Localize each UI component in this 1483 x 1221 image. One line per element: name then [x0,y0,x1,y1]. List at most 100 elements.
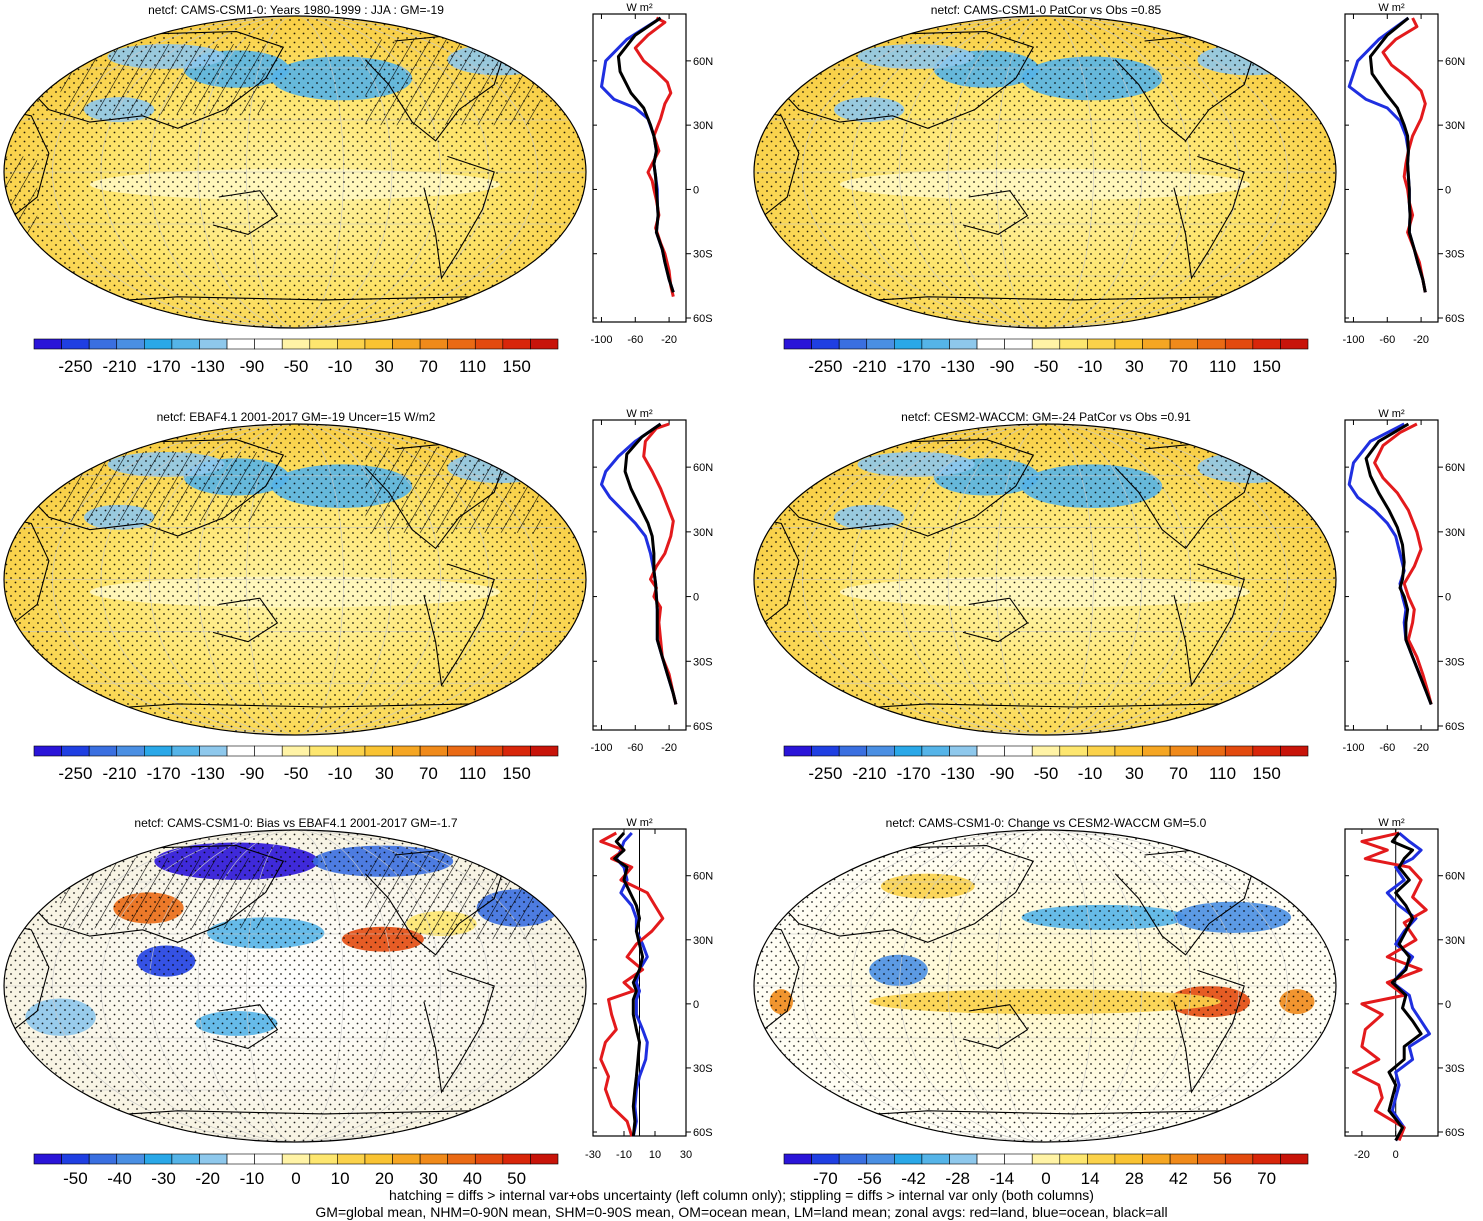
colorbar-swatch [921,338,950,350]
x-tick-label: -10 [616,1149,632,1161]
colorbar-swatch [364,1153,393,1165]
lat-tick-label: 30N [1445,120,1465,132]
colorbar-swatch [1224,338,1254,350]
colorbar-swatch [171,1153,200,1165]
lat-tick-label: 30N [693,120,713,132]
x-tick-label: -60 [1379,742,1395,754]
colorbar-swatch [1197,745,1226,757]
lat-tick-label: 30N [1445,527,1465,539]
panel-2: netcf: CAMS-CSM1-0 PatCor vs Obs =0.85 -2… [753,2,1465,376]
land-zonal-line [1352,831,1428,1142]
colorbar-tick-label: -170 [897,764,931,783]
x-tick-label: 30 [680,1149,692,1161]
colorbar-swatch [88,1153,118,1165]
colorbar-tick-label: -170 [147,764,181,783]
lat-tick-label: 30S [693,249,713,261]
colorbar-swatch [894,1153,923,1165]
coastline [19,31,285,129]
colorbar-tick-label: -90 [990,357,1015,376]
all-zonal-line [623,422,678,705]
colorbar-tick-label: -250 [808,357,842,376]
colorbar-swatch [1169,745,1198,757]
colorbar-swatch [811,338,840,350]
land-zonal-line [599,831,665,1137]
lat-tick-label: 60S [693,313,713,325]
colorbar-swatch [838,338,868,350]
x-tick-label: -20 [1413,742,1429,754]
colorbar-swatch [474,745,504,757]
zonal-unit-label: W m² [626,2,653,14]
colorbar-swatch [783,338,812,350]
coastline [769,439,1035,537]
colorbar-tick-label: -50 [1034,764,1059,783]
colorbar-swatch [1280,338,1309,350]
colorbar-swatch [838,745,868,757]
hatching [365,853,542,940]
colorbar-swatch [281,338,311,350]
colorbar-swatch [1280,745,1309,757]
colorbar-tick-label: -70 [813,1169,838,1188]
world-map [4,16,586,328]
colorbar-swatch [226,1153,255,1165]
colorbar-tick-label: 14 [1081,1169,1100,1188]
world-map [754,830,1336,1142]
colorbar-swatch [309,338,338,350]
colorbar-swatch [337,1153,366,1165]
colorbar: -250 -210 -170 -130 -90 -50 -10 30 70 110 150 [783,745,1309,783]
coastline [962,190,1029,235]
colorbar-tick-label: 10 [331,1169,350,1188]
colorbar-swatch [116,338,145,350]
x-tick-label: -30 [585,1149,601,1161]
world-map [4,830,586,1142]
colorbar-swatch [894,745,923,757]
lat-tick-label: 30N [693,935,713,947]
coastline [423,563,495,687]
colorbar-swatch [530,1153,559,1165]
world-map [754,16,1336,328]
colorbar-swatch [144,338,173,350]
zonal-unit-label: W m² [1378,408,1405,420]
footer-note-1: hatching = diffs > internal var+obs unce… [389,1187,1094,1203]
colorbar: -50 -40 -30 -20 -10 0 10 20 30 40 50 [33,1153,559,1188]
all-zonal-line [1387,832,1423,1142]
colorbar-swatch [1114,338,1143,350]
panel-3: netcf: EBAF4.1 2001-2017 GM=-19 Uncer=15… [3,408,713,783]
colorbar-swatch [1252,1153,1281,1165]
zonal-mean-plot: W m² 60N 30N 0 30S 60S -20 0 [1344,817,1465,1161]
map-border [3,423,587,736]
colorbar-swatch [502,338,531,350]
colorbar-swatch [921,745,950,757]
colorbar-tick-label: 70 [419,357,438,376]
zonal-unit-label: W m² [626,408,653,420]
hatching [60,451,266,522]
colorbar-swatch [447,338,476,350]
zonal-frame [1344,828,1439,1137]
x-tick-label: -20 [1413,334,1429,346]
colorbar-tick-label: -20 [195,1169,220,1188]
colorbar-swatch [1224,745,1254,757]
colorbar-swatch [1197,1153,1226,1165]
colorbar-tick-label: 110 [1209,764,1236,783]
panel-4: netcf: CESM2-WACCM: GM=-24 PatCor vs Obs… [753,408,1465,783]
colorbar-swatch [530,745,559,757]
lat-tick-label: 30S [693,1063,713,1075]
colorbar: -250 -210 -170 -130 -90 -50 -10 30 70 110 150 [33,338,559,376]
colorbar-swatch [1031,338,1061,350]
world-map [754,424,1336,735]
hatching [365,447,542,533]
colorbar-swatch [1252,338,1281,350]
colorbar-tick-label: 70 [1257,1169,1276,1188]
colorbar-swatch [1087,745,1116,757]
coastline [212,597,279,643]
lat-tick-label: 0 [1445,184,1451,196]
hatching [4,156,38,250]
lat-tick-label: 0 [693,592,699,604]
colorbar-swatch [949,745,978,757]
hatching [60,44,266,115]
colorbar-tick-label: 42 [1169,1169,1188,1188]
colorbar-swatch [783,1153,812,1165]
colorbar-tick-label: -14 [990,1169,1015,1188]
colorbar-tick-label: 70 [1169,357,1188,376]
colorbar-swatch [392,338,421,350]
colorbar-tick-label: 40 [463,1169,482,1188]
